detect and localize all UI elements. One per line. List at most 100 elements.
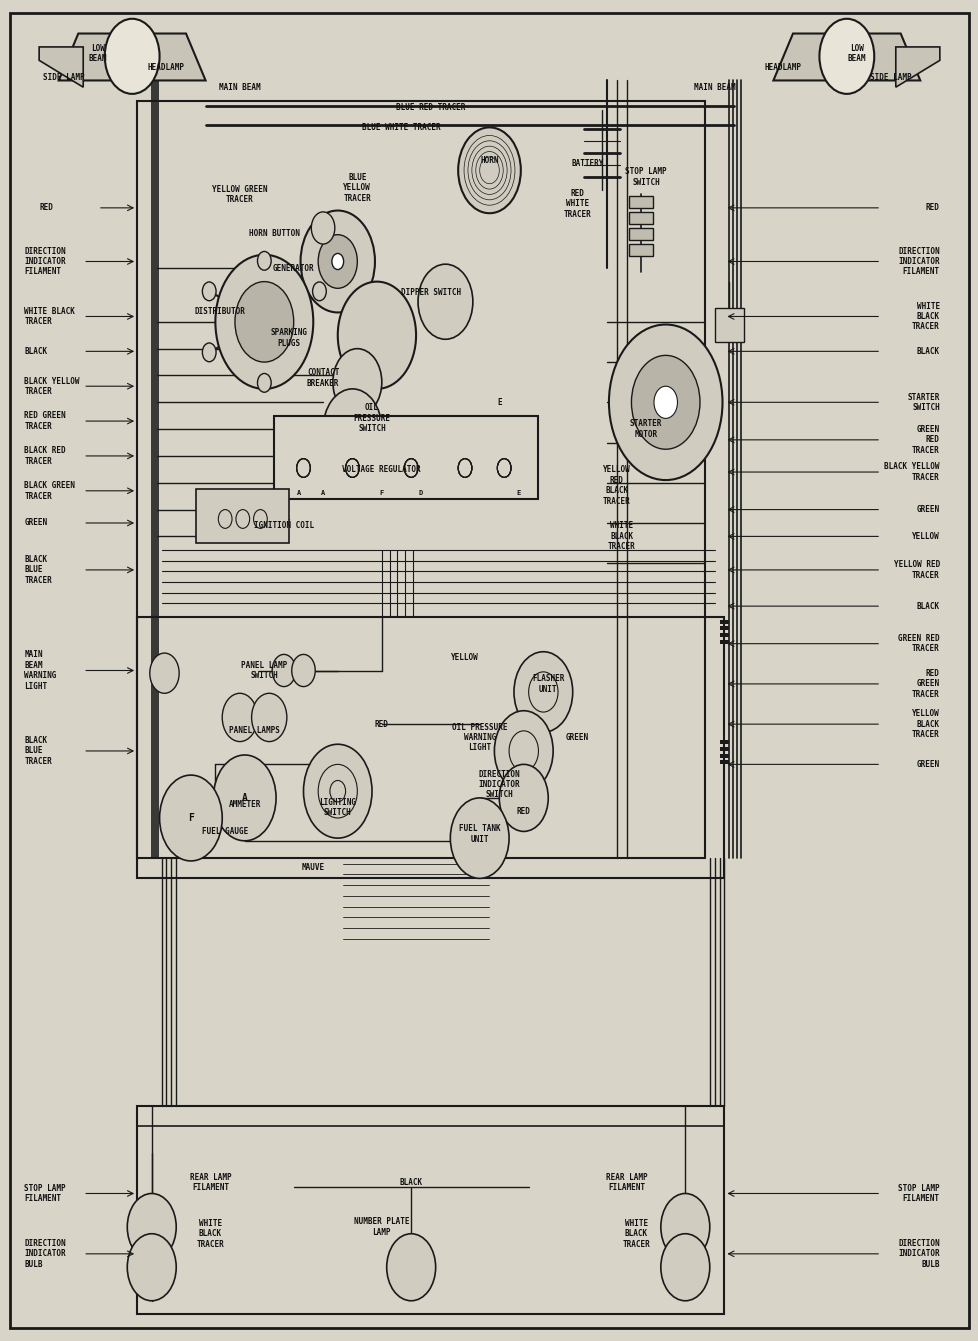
Text: A: A xyxy=(321,491,325,496)
Text: RED: RED xyxy=(39,204,53,212)
Circle shape xyxy=(333,349,381,416)
Text: BLACK: BLACK xyxy=(915,347,939,355)
Text: LIGHTING
SWITCH: LIGHTING SWITCH xyxy=(319,798,356,817)
Circle shape xyxy=(513,652,572,732)
Text: DIRECTION
INDICATOR
BULB: DIRECTION INDICATOR BULB xyxy=(897,1239,939,1269)
Bar xyxy=(719,640,729,644)
Circle shape xyxy=(257,373,271,393)
Text: BLUE
YELLOW
TRACER: BLUE YELLOW TRACER xyxy=(343,173,371,202)
Circle shape xyxy=(272,654,295,687)
Circle shape xyxy=(631,355,699,449)
Text: MAIN BEAM: MAIN BEAM xyxy=(219,83,260,91)
Circle shape xyxy=(323,389,381,469)
Bar xyxy=(714,308,743,342)
Polygon shape xyxy=(39,47,83,87)
Text: MAIN
BEAM
WARNING
LIGHT: MAIN BEAM WARNING LIGHT xyxy=(24,650,57,691)
Text: STOP LAMP
FILAMENT: STOP LAMP FILAMENT xyxy=(897,1184,939,1203)
Text: IGNITION COIL: IGNITION COIL xyxy=(253,522,314,530)
Text: WHITE
BLACK
TRACER: WHITE BLACK TRACER xyxy=(911,302,939,331)
Circle shape xyxy=(494,711,553,791)
Text: E: E xyxy=(516,491,520,496)
Text: BLUE WHITE TRACER: BLUE WHITE TRACER xyxy=(362,123,440,131)
Circle shape xyxy=(660,1193,709,1261)
Bar xyxy=(196,489,289,543)
Text: YELLOW: YELLOW xyxy=(451,653,478,661)
Text: MAIN BEAM: MAIN BEAM xyxy=(693,83,734,91)
Text: GENERATOR: GENERATOR xyxy=(273,264,314,272)
Circle shape xyxy=(312,282,326,300)
Bar xyxy=(274,416,538,499)
Circle shape xyxy=(386,1234,435,1301)
Text: WHITE
BLACK
TRACER: WHITE BLACK TRACER xyxy=(607,522,635,551)
Text: REAR LAMP
FILAMENT: REAR LAMP FILAMENT xyxy=(190,1173,231,1192)
Text: F: F xyxy=(188,813,194,823)
Text: YELLOW
RED
BLACK
TRACER: YELLOW RED BLACK TRACER xyxy=(602,465,630,506)
Circle shape xyxy=(303,744,372,838)
Text: A: A xyxy=(296,491,300,496)
Bar xyxy=(719,760,729,764)
Text: STARTER
SWITCH: STARTER SWITCH xyxy=(907,393,939,412)
Circle shape xyxy=(337,282,416,389)
Circle shape xyxy=(222,693,257,742)
Text: AMMETER: AMMETER xyxy=(228,801,261,809)
Text: BLACK RED
TRACER: BLACK RED TRACER xyxy=(24,447,67,465)
Text: BLACK YELLOW
TRACER: BLACK YELLOW TRACER xyxy=(24,377,80,396)
Text: RED
WHITE
TRACER: RED WHITE TRACER xyxy=(563,189,591,219)
Circle shape xyxy=(150,653,179,693)
Circle shape xyxy=(215,255,313,389)
Circle shape xyxy=(127,1234,176,1301)
Circle shape xyxy=(660,1234,709,1301)
Text: NUMBER PLATE
LAMP: NUMBER PLATE LAMP xyxy=(354,1218,409,1236)
Text: FUEL TANK
UNIT: FUEL TANK UNIT xyxy=(459,825,500,843)
Text: YELLOW: YELLOW xyxy=(911,532,939,540)
Bar xyxy=(719,740,729,744)
Circle shape xyxy=(257,252,271,271)
Text: FUEL GAUGE: FUEL GAUGE xyxy=(201,827,248,835)
Text: BLACK: BLACK xyxy=(399,1179,422,1187)
Text: WHITE BLACK
TRACER: WHITE BLACK TRACER xyxy=(24,307,75,326)
Circle shape xyxy=(251,693,287,742)
Bar xyxy=(719,754,729,758)
Bar xyxy=(629,244,652,256)
Text: DISTRIBUTOR: DISTRIBUTOR xyxy=(195,307,245,315)
Bar xyxy=(719,626,729,630)
Text: BATTERY: BATTERY xyxy=(570,160,603,168)
Circle shape xyxy=(608,325,722,480)
Text: PANEL LAMP
SWITCH: PANEL LAMP SWITCH xyxy=(241,661,288,680)
Text: GREEN
RED
TRACER: GREEN RED TRACER xyxy=(911,425,939,455)
Bar xyxy=(719,633,729,637)
Text: LOW
BEAM: LOW BEAM xyxy=(847,44,865,63)
Text: RED: RED xyxy=(375,720,388,728)
Text: A: A xyxy=(242,793,247,803)
Bar xyxy=(137,101,704,858)
Text: SIDE LAMP: SIDE LAMP xyxy=(869,74,911,82)
Circle shape xyxy=(300,211,375,312)
Circle shape xyxy=(653,386,677,418)
Polygon shape xyxy=(773,34,919,80)
Bar xyxy=(137,1106,724,1314)
Circle shape xyxy=(450,798,509,878)
Text: HORN: HORN xyxy=(480,157,498,165)
Text: WHITE
BLACK
TRACER: WHITE BLACK TRACER xyxy=(197,1219,224,1248)
Text: DIRECTION
INDICATOR
SWITCH: DIRECTION INDICATOR SWITCH xyxy=(478,770,519,799)
Text: LOW
BEAM: LOW BEAM xyxy=(89,44,107,63)
Text: RED GREEN
TRACER: RED GREEN TRACER xyxy=(24,412,67,430)
Text: GREEN: GREEN xyxy=(915,506,939,514)
Circle shape xyxy=(127,1193,176,1261)
Text: RED
GREEN
TRACER: RED GREEN TRACER xyxy=(911,669,939,699)
Text: STOP LAMP
FILAMENT: STOP LAMP FILAMENT xyxy=(24,1184,67,1203)
Circle shape xyxy=(213,755,276,841)
Text: GREEN: GREEN xyxy=(915,760,939,768)
Text: OIL
PRESSURE
SWITCH: OIL PRESSURE SWITCH xyxy=(353,404,390,433)
Circle shape xyxy=(499,764,548,831)
Text: VOLTAGE REGULATOR: VOLTAGE REGULATOR xyxy=(342,465,421,473)
Text: SPARKING
PLUGS: SPARKING PLUGS xyxy=(270,329,307,347)
Text: BLACK GREEN
TRACER: BLACK GREEN TRACER xyxy=(24,481,75,500)
Circle shape xyxy=(332,253,343,270)
Text: YELLOW GREEN
TRACER: YELLOW GREEN TRACER xyxy=(212,185,267,204)
Text: E: E xyxy=(497,398,501,406)
Text: YELLOW RED
TRACER: YELLOW RED TRACER xyxy=(893,561,939,579)
Circle shape xyxy=(311,212,334,244)
Text: HEADLAMP: HEADLAMP xyxy=(148,63,185,71)
Text: HORN BUTTON: HORN BUTTON xyxy=(248,229,299,237)
